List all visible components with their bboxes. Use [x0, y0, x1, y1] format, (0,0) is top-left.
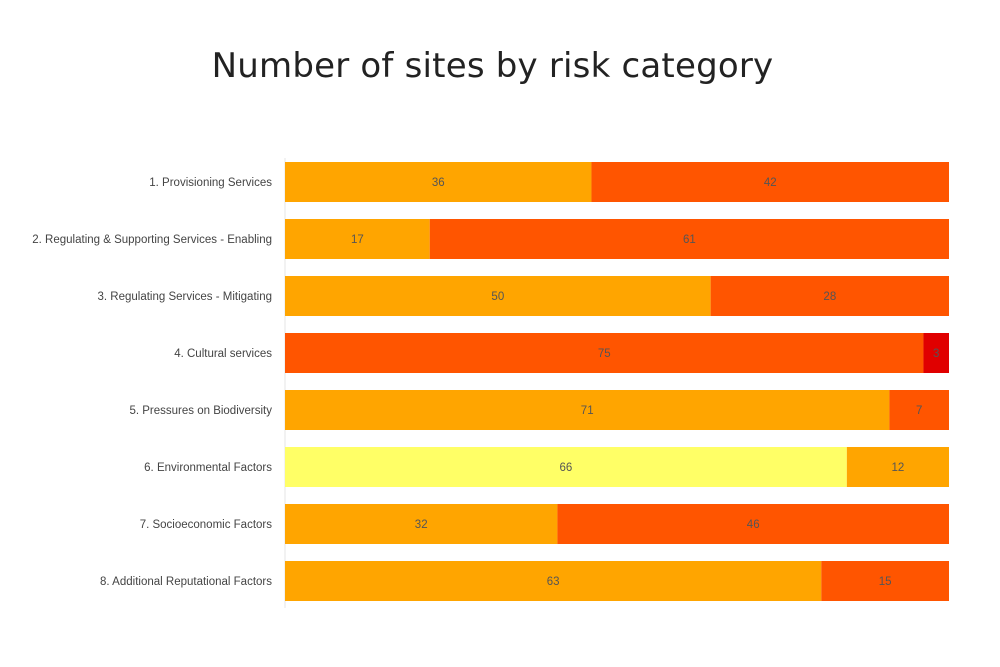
bar-segment[interactable]: [591, 162, 949, 202]
value-label: 17: [351, 234, 364, 246]
bar-segment[interactable]: [557, 504, 949, 544]
bar-segment[interactable]: [285, 447, 847, 487]
category-label: 3. Regulating Services - Mitigating: [98, 291, 273, 303]
value-label: 28: [823, 291, 836, 303]
bar-segment[interactable]: [429, 219, 949, 259]
value-label: 3: [933, 348, 939, 360]
bar-segment[interactable]: [710, 276, 949, 316]
value-label: 42: [764, 177, 777, 189]
bar-segment[interactable]: [923, 333, 949, 373]
value-labels-group: 36 42 17 61 50 28 75 3 71 7 66 12 32 46 63 15: [351, 177, 939, 588]
value-label: 50: [491, 291, 504, 303]
value-label: 66: [560, 462, 573, 474]
value-label: 15: [879, 576, 892, 588]
bar-segment[interactable]: [285, 333, 924, 373]
value-label: 63: [547, 576, 560, 588]
category-labels-group: 1. Provisioning Services 2. Regulating & …: [32, 177, 272, 588]
category-label: 5. Pressures on Biodiversity: [129, 405, 272, 417]
bar-segment[interactable]: [846, 447, 949, 487]
bar-segment[interactable]: [285, 219, 430, 259]
value-label: 12: [892, 462, 905, 474]
bar-segment[interactable]: [285, 276, 711, 316]
bar-segment[interactable]: [285, 390, 890, 430]
bar-segment[interactable]: [285, 162, 592, 202]
value-label: 46: [747, 519, 760, 531]
bar-segment[interactable]: [889, 390, 949, 430]
chart-title: Number of sites by risk category: [211, 46, 774, 86]
bar-segment[interactable]: [821, 561, 949, 601]
category-label: 7. Socioeconomic Factors: [140, 519, 273, 531]
bars-group: [285, 162, 949, 601]
value-label: 61: [683, 234, 696, 246]
value-label: 7: [916, 405, 922, 417]
value-label: 75: [598, 348, 611, 360]
bar-segment[interactable]: [285, 504, 558, 544]
value-label: 32: [415, 519, 428, 531]
category-label: 8. Additional Reputational Factors: [100, 576, 272, 588]
category-label: 6. Environmental Factors: [144, 462, 272, 474]
category-label: 1. Provisioning Services: [149, 177, 272, 189]
category-label: 4. Cultural services: [174, 348, 272, 360]
bar-segment[interactable]: [285, 561, 822, 601]
value-label: 36: [432, 177, 445, 189]
category-label: 2. Regulating & Supporting Services - En…: [32, 234, 272, 246]
value-label: 71: [581, 405, 594, 417]
